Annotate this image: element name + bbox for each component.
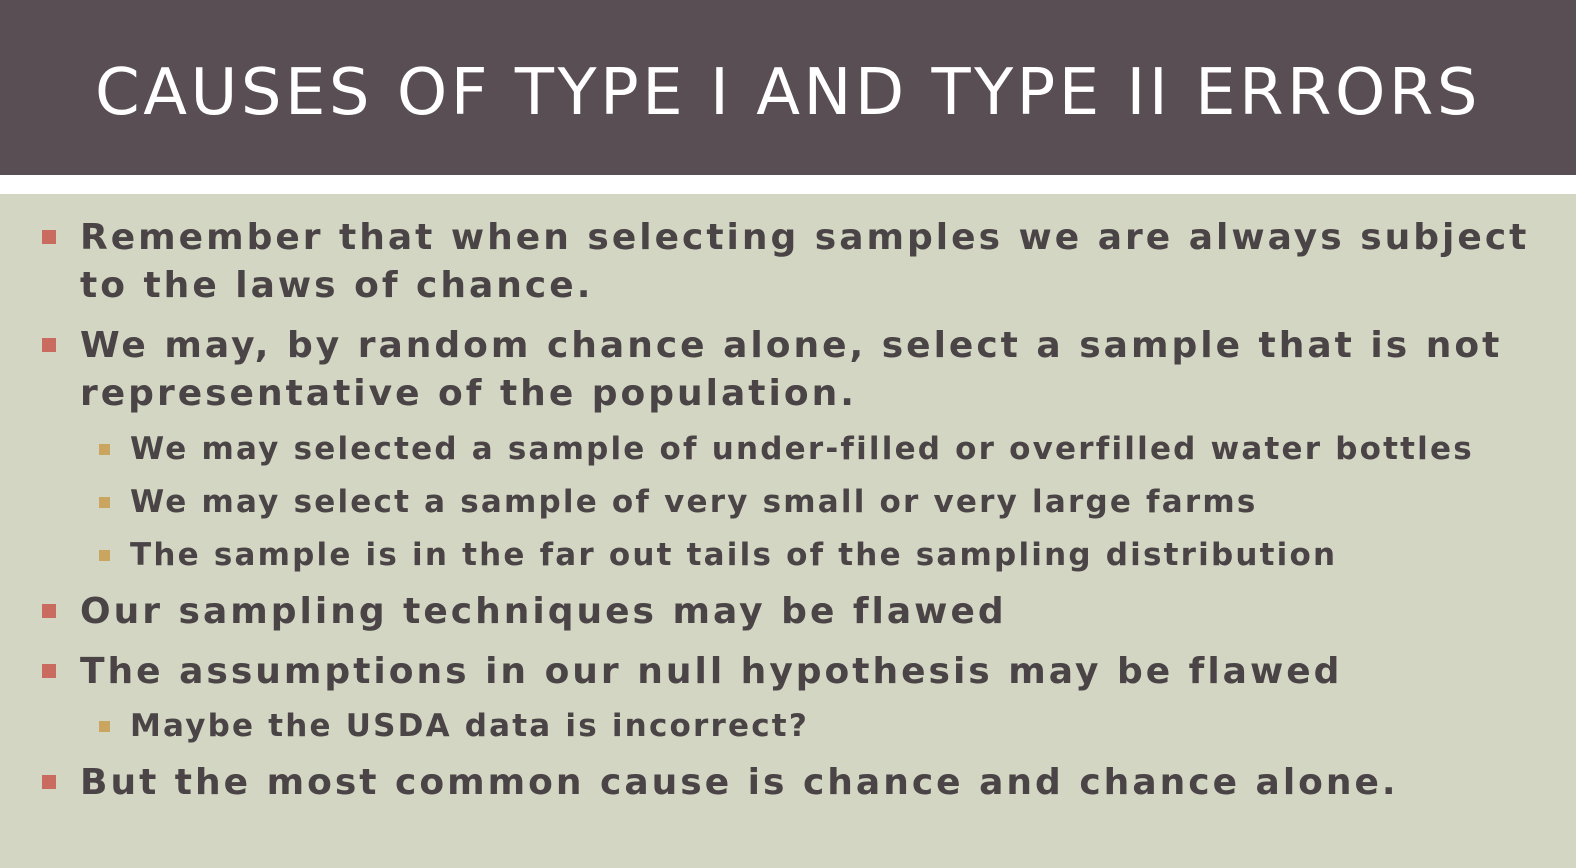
bullet-text: The assumptions in our null hypothesis m… <box>80 648 1342 696</box>
sub-bullet-marker <box>99 444 110 455</box>
slide-title: CAUSES OF TYPE I AND TYPE II ERRORS <box>95 56 1481 130</box>
bullet-text: But the most common cause is chance and … <box>80 759 1399 807</box>
sub-bullet-text: The sample is in the far out tails of th… <box>130 535 1337 575</box>
bullet-line: The sample is in the far out tails of th… <box>130 537 1338 573</box>
sub-bullet-text: Maybe the USDA data is incorrect? <box>130 706 809 746</box>
bullet-line: We may selected a sample of under-filled… <box>130 431 1474 467</box>
bullet-marker <box>42 230 56 244</box>
bullet-line: Our sampling techniques may be flawed <box>80 591 1007 632</box>
title-bar: CAUSES OF TYPE I AND TYPE II ERRORS <box>0 0 1576 175</box>
sub-bullet-text: We may select a sample of very small or … <box>130 482 1258 522</box>
sub-bullet-marker <box>99 550 110 561</box>
bullet-line: to the laws of chance. <box>80 265 594 306</box>
slide-content: Remember that when selecting samples we … <box>0 194 1576 868</box>
bullet-line: The assumptions in our null hypothesis m… <box>80 651 1343 692</box>
bullet-text: Our sampling techniques may be flawed <box>80 588 1007 636</box>
sub-bullet-marker <box>99 497 110 508</box>
bullet-line: representative of the population. <box>80 373 857 414</box>
bullet-marker <box>42 338 56 352</box>
bullet-text: Remember that when selecting samples we … <box>80 214 1529 310</box>
bullet-line: Maybe the USDA data is incorrect? <box>130 708 810 744</box>
sub-bullet-marker <box>99 721 110 732</box>
sub-bullet-text: We may selected a sample of under-filled… <box>130 429 1474 469</box>
bullet-marker <box>42 664 56 678</box>
bullet-line: We may select a sample of very small or … <box>130 484 1258 520</box>
bullet-marker <box>42 604 56 618</box>
bullet-text: We may, by random chance alone, select a… <box>80 322 1502 418</box>
title-divider <box>0 175 1576 194</box>
bullet-marker <box>42 775 56 789</box>
bullet-line: But the most common cause is chance and … <box>80 762 1399 803</box>
bullet-line: We may, by random chance alone, select a… <box>80 325 1503 366</box>
bullet-line: Remember that when selecting samples we … <box>80 217 1530 258</box>
